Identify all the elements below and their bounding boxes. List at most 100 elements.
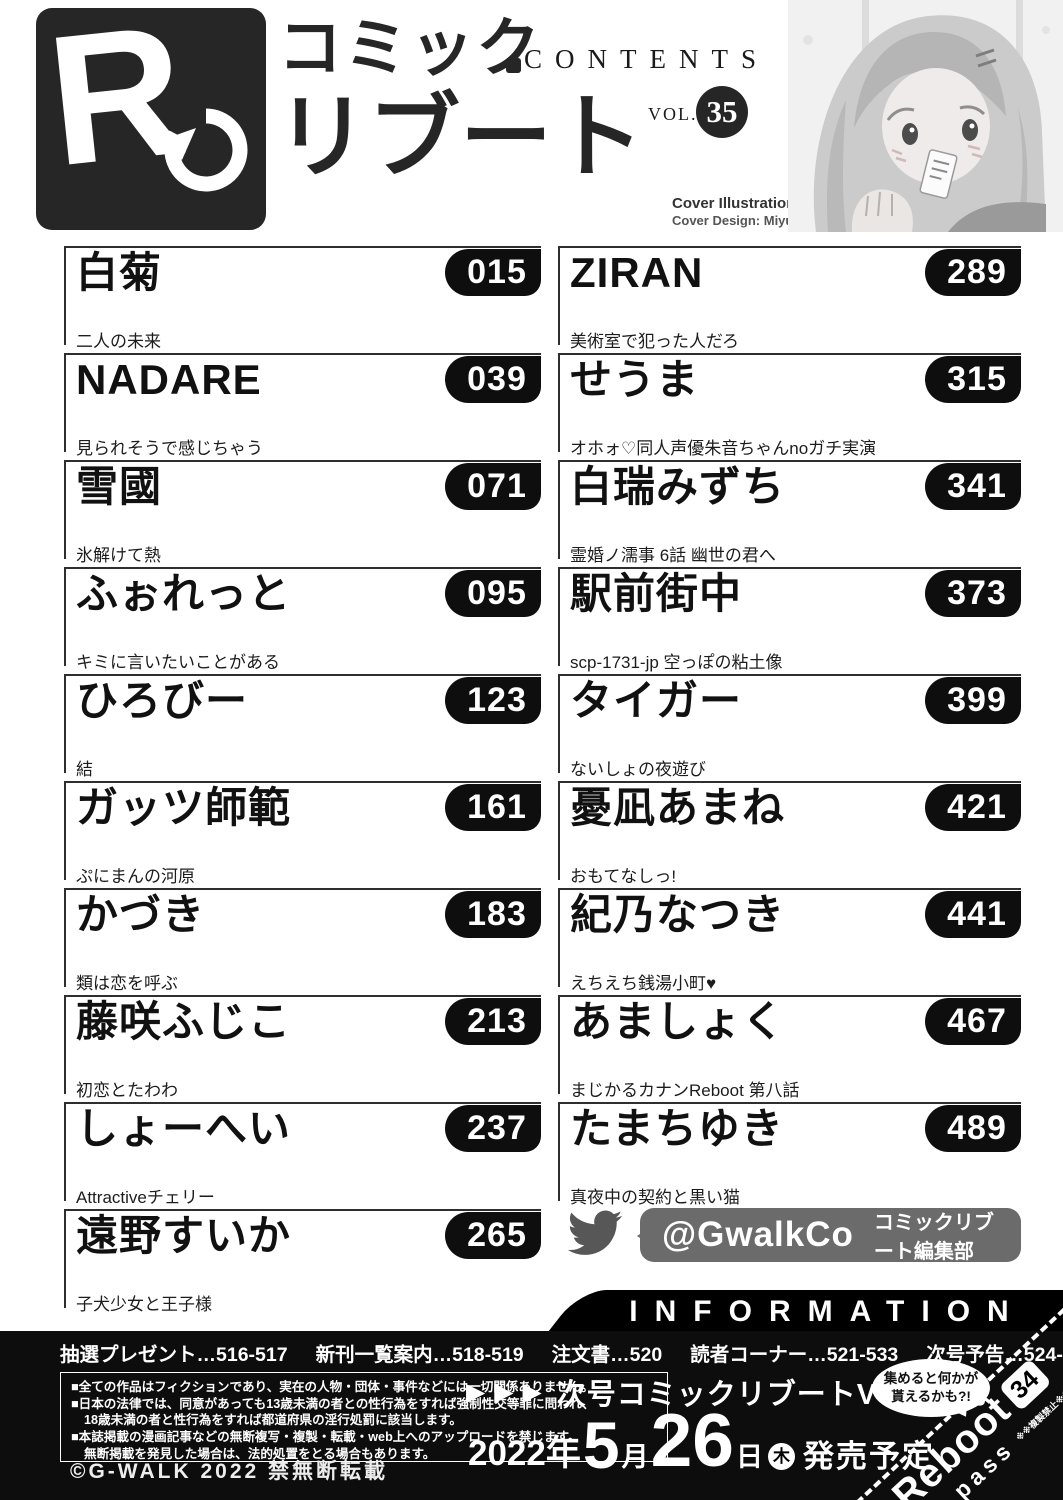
disclaimer-line: ■日本の法律では、同意があっても13歳未満の者との性行為をすれば強制性交等罪に問…	[71, 1396, 595, 1411]
toc-entry: 遠野すいか 265 子犬少女と王子様	[64, 1209, 541, 1316]
entry-page-badge: 441	[925, 891, 1021, 938]
release-day: 26	[650, 1398, 735, 1482]
month-label: 月	[621, 1442, 649, 1472]
entry-title: せうま	[570, 356, 700, 403]
entry-page-badge: 315	[925, 356, 1021, 403]
toc-entry: 雪國 071 氷解けて熱	[64, 460, 541, 567]
legal-disclaimer-box: ■全ての作品はフィクションであり、実在の人物・団体・事件などには一切関係ありませ…	[60, 1372, 668, 1462]
entry-title: 憂凪あまね	[570, 784, 786, 831]
entry-title: あましょく	[570, 998, 786, 1045]
index-item: 注文書…520	[551, 1344, 663, 1366]
entry-title: 遠野すいか	[76, 1212, 292, 1259]
entry-page-badge: 095	[445, 570, 541, 617]
day-label: 日	[736, 1442, 764, 1472]
entry-subtitle: 初恋とたわわ	[76, 1081, 178, 1100]
entry-title: かづき	[76, 891, 206, 938]
entry-title: ひろびー	[76, 677, 249, 724]
toc-entry: 白瑞みずち 341 霊婚ノ濡事 6話 幽世の君へ	[558, 460, 1021, 567]
entry-subtitle: 美術室で犯った人だろ	[570, 332, 739, 351]
entry-page-badge: 015	[445, 249, 541, 296]
entry-title: 紀乃なつき	[570, 891, 786, 938]
entry-title: しょーへい	[76, 1105, 292, 1152]
toc-entry: タイガー 399 ないしょの夜遊び	[558, 674, 1021, 781]
information-band: INFORMATION	[548, 1290, 1063, 1332]
release-year: 2022年	[468, 1434, 581, 1473]
disclaimer-line: 18歳未満の者と性行為をすれば都道府県の淫行処罰に該当します。	[84, 1413, 462, 1428]
toc-entry: せうま 315 オホォ♡同人声優朱音ちゃんnoガチ実演	[558, 353, 1021, 460]
bubble-line: 貰えるかも?!	[891, 1389, 971, 1404]
entry-subtitle: おもてなしっ!	[570, 867, 677, 886]
entry-page-badge: 373	[925, 570, 1021, 617]
entry-page-badge: 213	[445, 998, 541, 1045]
disclaimer-line: 無断掲載を発見した場合は、法的処置をとる場合もあります。	[84, 1446, 436, 1461]
disclaimer-line: ■全ての作品はフィクションであり、実在の人物・団体・事件などには一切関係ありませ…	[71, 1380, 594, 1394]
entry-title: ふぉれっと	[76, 570, 292, 617]
entry-page-badge: 341	[925, 463, 1021, 510]
entry-page-badge: 489	[925, 1105, 1021, 1152]
entry-page-badge: 289	[925, 249, 1021, 296]
weekday-circle-badge: 木	[768, 1443, 796, 1470]
entry-title: 雪國	[76, 463, 163, 510]
entry-page-badge: 183	[445, 891, 541, 938]
entry-subtitle: 二人の未来	[76, 332, 161, 351]
entry-subtitle: ないしょの夜遊び	[570, 760, 706, 779]
entry-page-badge: 039	[445, 356, 541, 403]
entry-page-badge: 265	[445, 1212, 541, 1259]
twitter-bird-icon	[567, 1210, 623, 1255]
release-suffix: 発売予定	[803, 1439, 936, 1474]
release-date: 2022年 5 月 26 日 木 発売予定	[468, 1398, 936, 1482]
release-month: 5	[582, 1408, 620, 1482]
vol-label: VOL.	[648, 104, 698, 124]
index-item: 新刊一覧案内…518-519	[315, 1344, 524, 1366]
entry-page-badge: 421	[925, 784, 1021, 831]
entry-page-badge: 467	[925, 998, 1021, 1045]
toc-column-left: 白菊 015 二人の未来 NADARE 039 見られそうで感じちゃう 雪國 0…	[64, 246, 541, 1316]
toc-entry: 藤咲ふじこ 213 初恋とたわわ	[64, 995, 541, 1102]
promo-speech-bubble: 集めると何かが 貰えるかも?!	[872, 1359, 990, 1417]
contents-heading: CONTENTS	[524, 44, 769, 74]
entry-page-badge: 399	[925, 677, 1021, 724]
entry-subtitle: scp-1731-jp 空っぽの粘土像	[570, 653, 783, 672]
magazine-title-line2: リブート	[276, 87, 645, 189]
entry-subtitle: オホォ♡同人声優朱音ちゃんnoガチ実演	[570, 439, 877, 458]
toc-entry: NADARE 039 見られそうで感じちゃう	[64, 353, 541, 460]
entry-subtitle: 類は恋を呼ぶ	[76, 974, 178, 993]
bubble-line: 集めると何かが	[883, 1371, 979, 1387]
triple-arrow-icon: ▶▶▶	[466, 1378, 551, 1406]
entry-title: タイガー	[570, 677, 743, 724]
toc-entry: ひろびー 123 結	[64, 674, 541, 781]
entry-title: ZIRAN	[570, 249, 704, 296]
entry-subtitle: 見られそうで感じちゃう	[76, 439, 263, 458]
toc-entry: ZIRAN 289 美術室で犯った人だろ	[558, 246, 1021, 353]
entry-title: たまちゆき	[570, 1105, 784, 1152]
toc-entry: ふぉれっと 095 キミに言いたいことがある	[64, 567, 541, 674]
twitter-handle[interactable]: @GwalkCo	[662, 1215, 854, 1254]
entry-page-badge: 237	[445, 1105, 541, 1152]
toc-entry: あましょく 467 まじかるカナンReboot 第八話	[558, 995, 1021, 1102]
reboot-arrow-icon	[162, 108, 248, 192]
toc-entry: 紀乃なつき 441 えちえち銭湯小町♥	[558, 888, 1021, 995]
entry-subtitle: 氷解けて熱	[76, 546, 161, 565]
cover-design-credit: Cover Design: Miyuki U	[672, 213, 818, 228]
cover-illustration	[788, 0, 1063, 232]
twitter-section: @GwalkCo コミックリブート編集部	[566, 1206, 1021, 1264]
entry-title: 駅前街中	[570, 570, 743, 617]
twitter-account-label: コミックリブート編集部	[873, 1212, 994, 1263]
entry-subtitle: ぷにまんの河原	[76, 867, 195, 886]
entry-page-badge: 123	[445, 677, 541, 724]
information-title: INFORMATION	[629, 1295, 1026, 1328]
toc-column-right: ZIRAN 289 美術室で犯った人だろ せうま 315 オホォ♡同人声優朱音ち…	[558, 246, 1021, 1209]
toc-entry: ガッツ師範 161 ぷにまんの河原	[64, 781, 541, 888]
entry-title: 白菊	[76, 249, 163, 296]
entry-title: 白瑞みずち	[570, 463, 786, 510]
entry-title: NADARE	[76, 356, 262, 403]
toc-entry: 憂凪あまね 421 おもてなしっ!	[558, 781, 1021, 888]
toc-entry: 駅前街中 373 scp-1731-jp 空っぽの粘土像	[558, 567, 1021, 674]
twitter-handle-pill[interactable]: @GwalkCo コミックリブート編集部	[637, 1208, 1021, 1263]
entry-subtitle: 真夜中の契約と黒い猫	[570, 1188, 740, 1207]
entry-subtitle: 結	[76, 760, 93, 779]
information-section: 抽選プレゼント…516-517 新刊一覧案内…518-519 注文書…520 読…	[0, 1291, 1063, 1500]
entry-subtitle: えちえち銭湯小町♥	[570, 974, 717, 993]
title-dot-mark	[506, 58, 521, 73]
